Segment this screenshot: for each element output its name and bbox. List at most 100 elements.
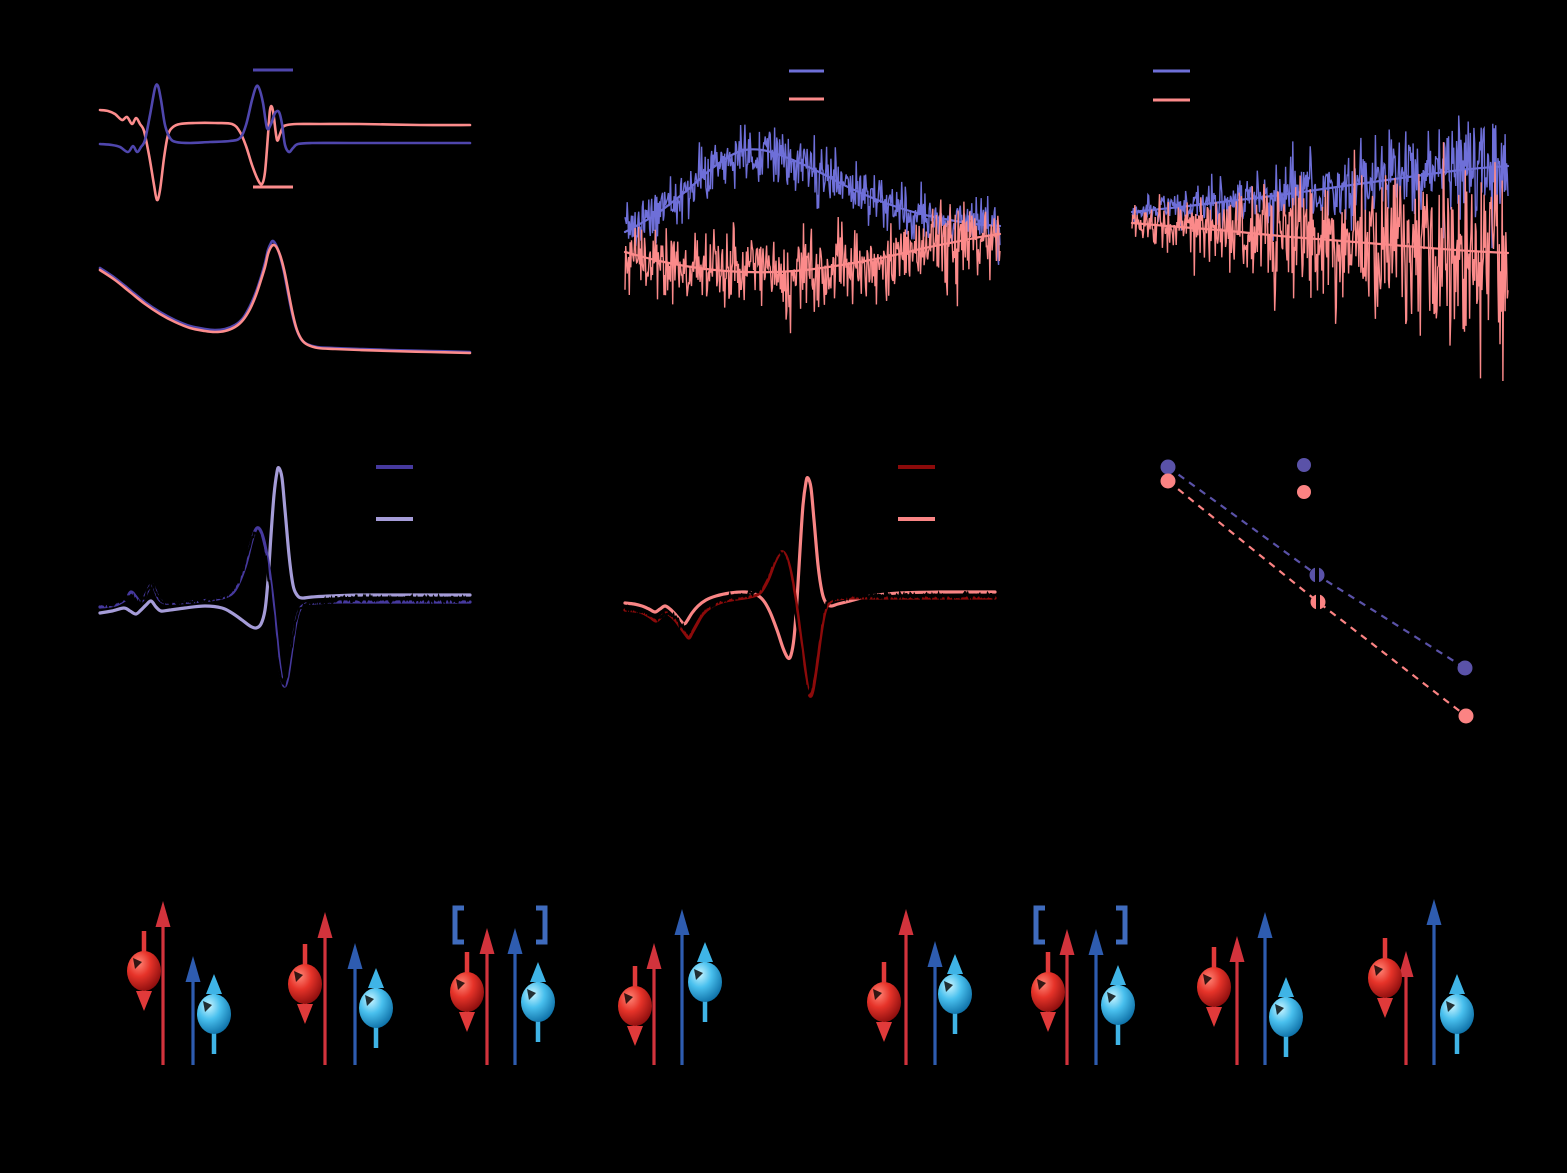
left-group-config-1-blue-sphere bbox=[197, 994, 231, 1034]
left-group-config-4-red-sphere-highlight-mark bbox=[624, 993, 633, 1004]
left-group-config-3 bbox=[450, 905, 555, 1065]
left-group-config-4-blue-sphere-arrowhead-up bbox=[697, 942, 713, 962]
black-experimental-overlay-noise bbox=[98, 531, 471, 688]
blue-points-marker bbox=[1457, 660, 1473, 676]
right-group-config-1-red-arrow-head bbox=[898, 909, 914, 935]
left-group-config-4-red-sphere bbox=[618, 986, 652, 1026]
left-group-config-1-red-arrow-head bbox=[155, 901, 171, 927]
left-group-config-2-red-sphere-highlight-mark bbox=[294, 971, 303, 982]
left-group-config-4-blue-arrow-head bbox=[674, 909, 690, 935]
right-group-config-2-blue-sphere-highlight-mark bbox=[1107, 992, 1116, 1003]
left-group-config-3-red-sphere bbox=[450, 972, 484, 1012]
right-group-config-1-red-sphere-highlight-mark bbox=[873, 989, 882, 1000]
pink-noisy-trace-trend bbox=[623, 232, 1002, 274]
right-group-config-1-red-sphere-arrowhead-down bbox=[876, 1022, 892, 1042]
right-group-config-4-blue-arrow-head bbox=[1426, 899, 1442, 925]
left-group-config-2-blue-arrow-head bbox=[347, 943, 363, 969]
left-group-config-1-red-sphere-highlight-mark bbox=[133, 958, 142, 969]
black-experimental-overlay-noise bbox=[624, 547, 996, 696]
left-group-config-2-red-arrow-head bbox=[317, 912, 333, 938]
right-group-config-1-blue-sphere-arrowhead-up bbox=[947, 954, 963, 974]
pink-points-fit-line bbox=[1167, 480, 1467, 717]
left-group-config-2-blue-sphere bbox=[359, 988, 393, 1028]
left-group-config-2 bbox=[288, 912, 393, 1065]
left-group-config-3-blue-sphere-arrowhead-up bbox=[530, 962, 546, 982]
right-group-config-4-red-sphere-highlight-mark bbox=[1374, 965, 1383, 976]
panel-f bbox=[1160, 458, 1474, 724]
panel-a-bottom bbox=[98, 239, 472, 355]
left-group-config-1-blue-sphere-highlight-mark bbox=[203, 1001, 212, 1012]
right-group-config-3-red-sphere-highlight-mark bbox=[1203, 974, 1212, 985]
pink-noisy-trace-noise bbox=[1131, 142, 1509, 382]
left-group-config-3-red-sphere-arrowhead-down bbox=[459, 1012, 475, 1032]
right-group-config-2 bbox=[1031, 905, 1135, 1065]
left-group-config-2-blue-sphere-arrowhead-up bbox=[368, 968, 384, 988]
blue-absorption-curve bbox=[98, 239, 472, 354]
right-group-config-2-bracket-left-icon bbox=[1033, 905, 1045, 945]
light-purple-spectrum-curve bbox=[98, 465, 472, 630]
left-group-config-2-blue-sphere-highlight-mark bbox=[365, 995, 374, 1006]
left-group-config-3-blue-sphere-highlight-mark bbox=[527, 989, 536, 1000]
left-group-config-4 bbox=[618, 909, 722, 1065]
right-group-config-4-red-sphere bbox=[1368, 958, 1402, 998]
panel-c bbox=[1130, 69, 1510, 382]
left-group-config-3-red-arrow-head bbox=[479, 928, 495, 954]
right-group-config-1 bbox=[867, 909, 972, 1065]
left-group-config-3-bracket-right-icon bbox=[536, 905, 548, 945]
pink-noisy-trace-noise bbox=[624, 199, 1001, 334]
right-group-config-3-blue-arrow-head bbox=[1257, 912, 1273, 938]
blue-spectrum-curve bbox=[98, 83, 472, 154]
right-group-config-4-blue-sphere-highlight-mark bbox=[1446, 1001, 1455, 1012]
right-group-config-4-blue-sphere-arrowhead-up bbox=[1449, 974, 1465, 994]
pink-noisy-trace-trend bbox=[1130, 221, 1510, 255]
right-group-config-2-blue-sphere bbox=[1101, 985, 1135, 1025]
left-group-config-1-red-sphere bbox=[127, 951, 161, 991]
right-group-config-1-blue-sphere-highlight-mark bbox=[944, 981, 953, 992]
left-group-config-4-red-arrow-head bbox=[646, 943, 662, 969]
spin-diagram-left-group bbox=[127, 901, 722, 1065]
right-group-config-3-blue-sphere-highlight-mark bbox=[1275, 1004, 1284, 1015]
right-group-config-2-blue-sphere-arrowhead-up bbox=[1110, 965, 1126, 985]
right-group-config-3-blue-sphere bbox=[1269, 997, 1303, 1037]
salmon-spectrum-curve bbox=[623, 475, 997, 661]
panel-d bbox=[98, 465, 472, 688]
left-group-config-4-blue-sphere bbox=[688, 962, 722, 1002]
left-group-config-2-red-sphere bbox=[288, 964, 322, 1004]
legend-dot-blue bbox=[1297, 458, 1311, 472]
panel-b bbox=[623, 69, 1002, 334]
right-group-config-3-red-sphere bbox=[1197, 967, 1231, 1007]
left-group-config-2-red-sphere-arrowhead-down bbox=[297, 1004, 313, 1024]
panel-e bbox=[623, 465, 997, 698]
right-group-config-3 bbox=[1197, 912, 1303, 1065]
blue-points-marker bbox=[1160, 459, 1176, 475]
right-group-config-1-blue-arrow-head bbox=[927, 941, 943, 967]
left-group-config-1-red-sphere-arrowhead-down bbox=[136, 991, 152, 1011]
right-group-config-1-blue-sphere bbox=[938, 974, 972, 1014]
right-group-config-2-red-sphere-highlight-mark bbox=[1037, 979, 1046, 990]
left-group-config-3-blue-arrow-head bbox=[507, 928, 523, 954]
panel-a-top bbox=[98, 68, 472, 202]
left-group-config-3-bracket-left-icon bbox=[452, 905, 464, 945]
right-group-config-2-bracket-right-icon bbox=[1116, 905, 1128, 945]
legend-dot-pink bbox=[1297, 485, 1311, 499]
left-group-config-4-red-sphere-arrowhead-down bbox=[627, 1026, 643, 1046]
left-group-config-1-blue-arrow-head bbox=[185, 956, 201, 982]
pink-absorption-curve bbox=[98, 243, 472, 355]
left-group-config-4-blue-sphere-highlight-mark bbox=[694, 969, 703, 980]
left-group-config-3-red-sphere-highlight-mark bbox=[456, 979, 465, 990]
right-group-config-4 bbox=[1368, 899, 1474, 1065]
right-group-config-4-red-arrow-head bbox=[1398, 951, 1414, 977]
blue-noisy-trace-noise bbox=[1131, 115, 1509, 249]
right-group-config-4-blue-sphere bbox=[1440, 994, 1474, 1034]
right-group-config-2-red-sphere-arrowhead-down bbox=[1040, 1012, 1056, 1032]
pink-points-marker bbox=[1160, 473, 1176, 489]
right-group-config-3-red-arrow-head bbox=[1229, 936, 1245, 962]
left-group-config-3-blue-sphere bbox=[521, 982, 555, 1022]
pink-points-marker bbox=[1458, 708, 1474, 724]
right-group-config-1-red-sphere bbox=[867, 982, 901, 1022]
blue-noisy-trace-trend bbox=[1130, 164, 1510, 214]
spin-diagram-right-group bbox=[867, 899, 1474, 1065]
right-group-config-2-red-arrow-head bbox=[1059, 929, 1075, 955]
